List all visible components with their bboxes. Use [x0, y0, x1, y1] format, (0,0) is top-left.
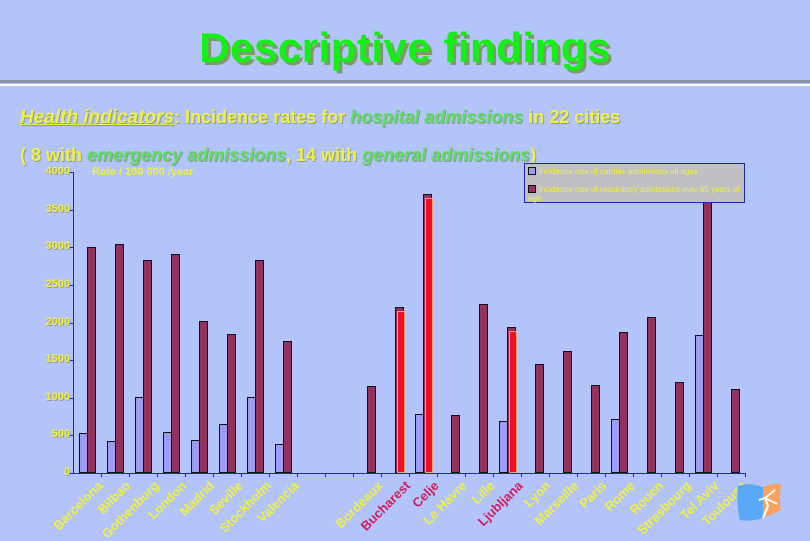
y-tick-label: 2500 — [45, 277, 70, 290]
hospital-admissions-highlight: hospital admissions — [350, 107, 524, 127]
x-tick-mark — [213, 473, 214, 477]
x-tick-mark — [297, 473, 298, 477]
x-tick-mark — [269, 473, 270, 477]
bar-respiratory — [479, 303, 488, 473]
text: ( 8 with — [20, 145, 87, 165]
emergency-admissions-highlight: emergency admissions — [87, 145, 287, 165]
bar-respiratory — [703, 179, 712, 473]
health-indicators-heading: Health indicators — [20, 107, 175, 128]
x-tick-mark — [241, 473, 242, 477]
text: Incidence rates for — [180, 107, 351, 127]
x-tick-mark — [745, 473, 746, 477]
bar-respiratory — [675, 381, 684, 473]
bar-respiratory — [731, 388, 740, 473]
x-tick-mark — [493, 473, 494, 477]
y-tick-mark — [70, 360, 74, 362]
x-tick-mark — [717, 473, 718, 477]
y-tick-label: 500 — [51, 428, 70, 441]
legend-label: incidence rate of cardiac admissions all… — [539, 167, 698, 176]
x-tick-mark — [101, 473, 102, 477]
bar-respiratory — [563, 351, 572, 473]
y-tick-label: 1500 — [45, 353, 70, 366]
bar-highlight — [509, 331, 517, 473]
y-tick-mark — [70, 172, 74, 173]
x-tick-mark — [381, 473, 382, 477]
bar-respiratory — [143, 260, 152, 473]
bar-respiratory — [367, 385, 376, 473]
colon: : — [174, 107, 181, 127]
bar-respiratory — [591, 384, 600, 473]
subtitle-line-2: ( 8 with emergency admissions, 14 with g… — [20, 145, 536, 166]
bar-respiratory — [647, 317, 656, 473]
y-tick-mark — [70, 247, 74, 249]
bar-respiratory — [283, 341, 292, 473]
title-divider-highlight — [0, 84, 810, 86]
x-tick-mark — [185, 473, 186, 477]
y-tick-label: 1000 — [45, 390, 70, 403]
bar-respiratory — [255, 260, 264, 473]
y-tick-label: 2000 — [45, 315, 70, 328]
bar-highlight — [397, 310, 405, 473]
bar-respiratory — [115, 244, 124, 473]
bar-respiratory — [199, 320, 208, 473]
x-tick-mark — [157, 473, 158, 477]
legend-item-cardiac: incidence rate of cardiac admissions all… — [528, 167, 698, 176]
legend-label: incidence rate of respiratory admissions… — [528, 185, 740, 203]
y-tick-label: 0 — [63, 466, 70, 478]
text: , 14 with — [286, 145, 363, 165]
x-tick-mark — [577, 473, 578, 477]
y-tick-label: 3000 — [45, 240, 70, 253]
y-tick-label: 3500 — [45, 202, 70, 215]
text: ) — [530, 145, 537, 165]
subtitle-line-1: Health indicators: Incidence rates for h… — [20, 107, 620, 129]
x-tick-mark — [325, 473, 326, 477]
legend-swatch-icon — [528, 167, 536, 175]
x-tick-mark — [409, 473, 410, 477]
bar-respiratory — [87, 247, 96, 473]
flag-logo-icon — [737, 483, 781, 521]
x-tick-mark — [465, 473, 466, 477]
bar-respiratory — [171, 254, 180, 473]
text: in 22 cities — [523, 107, 621, 127]
y-tick-mark — [70, 284, 74, 286]
bar-respiratory — [227, 333, 236, 473]
bar-highlight — [425, 197, 433, 473]
x-tick-mark — [549, 473, 550, 477]
bar-respiratory — [451, 415, 460, 473]
x-tick-mark — [661, 473, 662, 477]
legend-swatch-icon — [528, 185, 536, 193]
title-divider — [0, 80, 810, 83]
x-tick-mark — [437, 473, 438, 477]
y-tick-mark — [70, 473, 74, 474]
y-tick-mark — [70, 397, 74, 399]
chart-legend: incidence rate of cardiac admissions all… — [524, 163, 745, 203]
x-tick-mark — [353, 473, 354, 477]
y-tick-mark — [70, 322, 74, 324]
y-tick-label: 4000 — [45, 165, 70, 177]
general-admissions-highlight: general admissions — [362, 145, 531, 165]
legend-item-respiratory: incidence rate of respiratory admissions… — [528, 185, 740, 203]
x-tick-mark — [689, 473, 690, 477]
y-tick-mark — [70, 435, 74, 437]
slide-title: Descriptive findings — [199, 24, 611, 71]
x-tick-mark — [129, 473, 130, 477]
x-tick-mark — [633, 473, 634, 477]
x-tick-mark — [605, 473, 606, 477]
bar-respiratory — [619, 331, 628, 473]
bar-respiratory — [535, 363, 544, 473]
x-tick-mark — [521, 473, 522, 477]
y-tick-mark — [70, 209, 74, 211]
y-axis-label: Rate / 100 000 /year — [92, 166, 194, 178]
